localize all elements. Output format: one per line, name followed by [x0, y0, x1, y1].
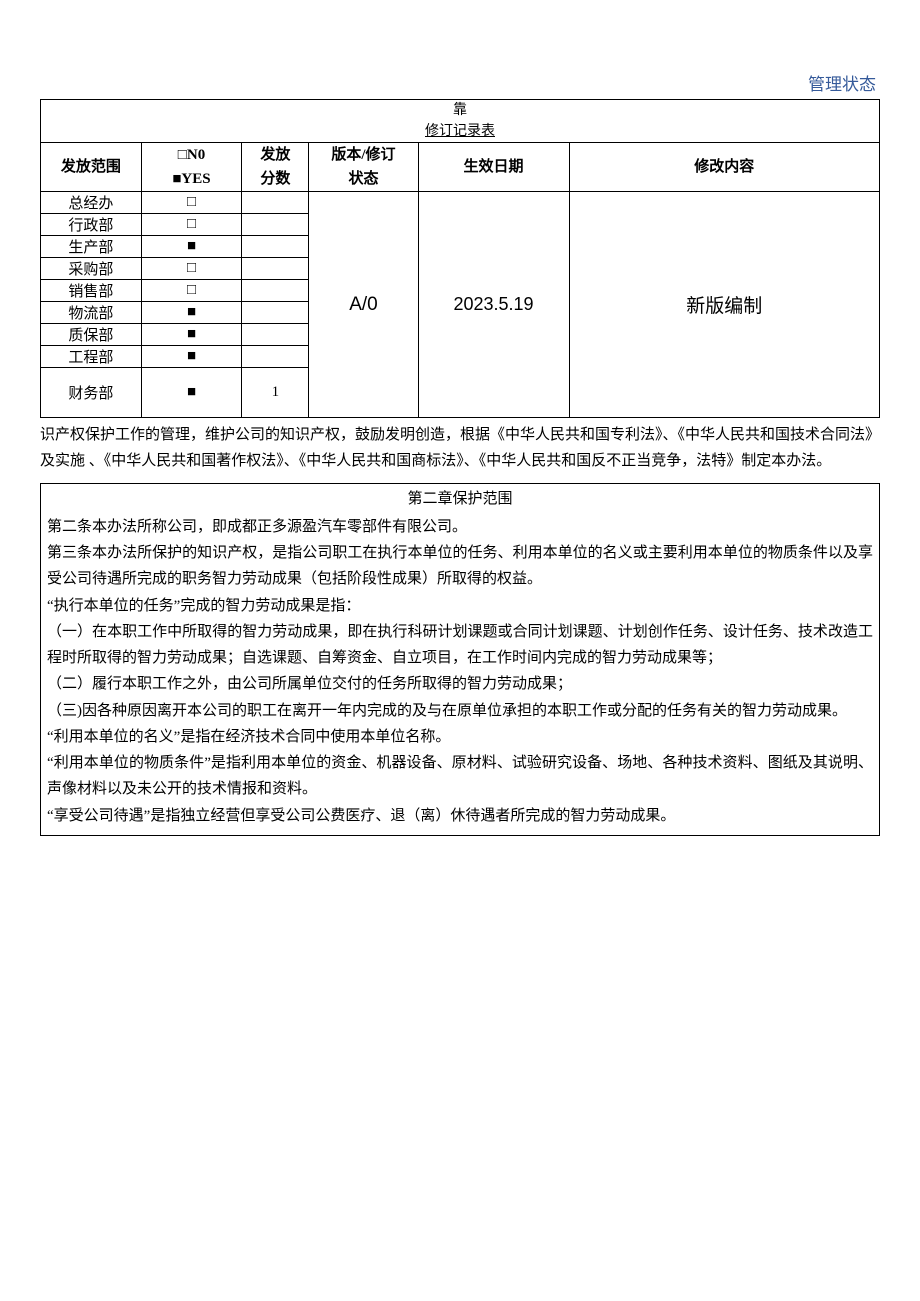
col-header-score: 发放 分数: [242, 143, 309, 192]
chapter2-art3: 第三条本办法所保护的知识产权，是指公司职工在执行本单位的任务、利用本单位的名义或…: [47, 540, 873, 593]
score-cell: [242, 236, 309, 258]
score-cell: [242, 192, 309, 214]
col3-line2: 分数: [260, 171, 290, 187]
table-header-row: 发放范围 □N0 ■YES 发放 分数 版本/修订 状态 生效日期 修改内容: [41, 143, 880, 192]
dept-cell: 财务部: [41, 368, 142, 418]
col2-line1: □N0: [178, 147, 205, 163]
col-header-scope: 发放范围: [41, 143, 142, 192]
chapter2-item2: （二）履行本职工作之外，由公司所属单位交付的任务所取得的智力劳动成果；: [47, 671, 873, 697]
symbol-cell: □: [141, 258, 242, 280]
chapter2-material: “利用本单位的物质条件”是指利用本单位的资金、机器设备、原材料、试验研究设备、场…: [47, 750, 873, 803]
intro-p1: 识产权保护工作的管理，维护公司的知识产权，鼓励发明创造，根据《中华人民共和国专利…: [40, 422, 880, 475]
intro-paragraph: 识产权保护工作的管理，维护公司的知识产权，鼓励发明创造，根据《中华人民共和国专利…: [40, 422, 880, 475]
dept-cell: 行政部: [41, 214, 142, 236]
table-title-row: 靠 修订记录表: [41, 100, 880, 143]
version-cell: A/0: [309, 192, 418, 418]
table-row: 总经办 □ A/0 2023.5.19 新版编制: [41, 192, 880, 214]
score-cell: [242, 258, 309, 280]
score-cell: [242, 302, 309, 324]
chapter2-name: “利用本单位的名义”是指在经济技术合同中使用本单位名称。: [47, 724, 873, 750]
symbol-cell: ■: [141, 346, 242, 368]
col4-line1: 版本/修订: [331, 147, 395, 163]
modification-cell: 新版编制: [569, 192, 879, 418]
dept-cell: 物流部: [41, 302, 142, 324]
symbol-cell: ■: [141, 302, 242, 324]
col3-line1: 发放: [260, 147, 290, 163]
chapter2-title: 第二章保护范围: [47, 486, 873, 512]
revision-record-table: 靠 修订记录表 发放范围 □N0 ■YES 发放 分数 版本/修订 状态 生效日…: [40, 99, 880, 418]
score-cell: [242, 214, 309, 236]
score-cell: [242, 346, 309, 368]
col-header-no-yes: □N0 ■YES: [141, 143, 242, 192]
chapter2-box: 第二章保护范围 第二条本办法所称公司，即成都正多源盈汽车零部件有限公司。 第三条…: [40, 483, 880, 836]
col-header-modification: 修改内容: [569, 143, 879, 192]
dept-cell: 采购部: [41, 258, 142, 280]
dept-cell: 生产部: [41, 236, 142, 258]
chapter2-treatment: “享受公司待遇”是指独立经营但享受公司公费医疗、退（离）休待遇者所完成的智力劳动…: [47, 803, 873, 829]
symbol-cell: ■: [141, 324, 242, 346]
symbol-cell: □: [141, 214, 242, 236]
col-header-version: 版本/修订 状态: [309, 143, 418, 192]
score-cell: [242, 280, 309, 302]
chapter2-item3: （三)因各种原因离开本公司的职工在离开一年内完成的及与在原单位承担的本职工作或分…: [47, 698, 873, 724]
symbol-cell: ■: [141, 236, 242, 258]
chapter2-item1: （一）在本职工作中所取得的智力劳动成果，即在执行科研计划课题或合同计划课题、计划…: [47, 619, 873, 672]
dept-cell: 质保部: [41, 324, 142, 346]
table-title-cell: 靠 修订记录表: [41, 100, 880, 143]
score-cell: 1: [242, 368, 309, 418]
effective-date-cell: 2023.5.19: [418, 192, 569, 418]
symbol-cell: ■: [141, 368, 242, 418]
chapter2-exec: “执行本单位的任务”完成的智力劳动成果是指：: [47, 593, 873, 619]
col2-line2: ■YES: [172, 171, 210, 187]
dept-cell: 销售部: [41, 280, 142, 302]
col4-line2: 状态: [348, 171, 378, 187]
symbol-cell: □: [141, 280, 242, 302]
col-header-date: 生效日期: [418, 143, 569, 192]
management-status-label: 管理状态: [40, 0, 880, 99]
dept-cell: 工程部: [41, 346, 142, 368]
symbol-cell: □: [141, 192, 242, 214]
table-title-line1: 靠: [453, 103, 467, 118]
dept-cell: 总经办: [41, 192, 142, 214]
table-title-line2: 修订记录表: [425, 124, 495, 139]
chapter2-art2: 第二条本办法所称公司，即成都正多源盈汽车零部件有限公司。: [47, 514, 873, 540]
score-cell: [242, 324, 309, 346]
